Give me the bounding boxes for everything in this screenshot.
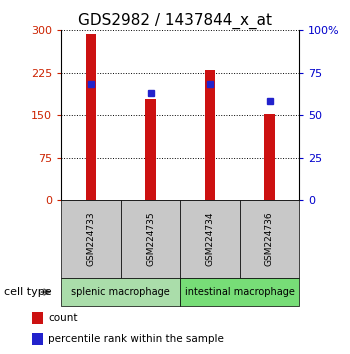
Text: intestinal macrophage: intestinal macrophage — [185, 287, 295, 297]
Text: GSM224736: GSM224736 — [265, 212, 274, 266]
Bar — [121, 200, 180, 278]
Bar — [264, 114, 275, 200]
Bar — [86, 34, 96, 200]
Text: splenic macrophage: splenic macrophage — [71, 287, 170, 297]
Bar — [32, 333, 43, 346]
Bar — [180, 278, 299, 306]
Text: GSM224734: GSM224734 — [205, 212, 215, 266]
Text: count: count — [48, 313, 78, 324]
Text: GDS2982 / 1437844_x_at: GDS2982 / 1437844_x_at — [78, 12, 272, 29]
Bar — [240, 200, 299, 278]
Bar — [180, 200, 240, 278]
Bar — [61, 200, 121, 278]
Text: GSM224735: GSM224735 — [146, 212, 155, 266]
Text: GSM224733: GSM224733 — [86, 212, 96, 266]
Text: cell type: cell type — [4, 287, 51, 297]
Bar — [61, 278, 180, 306]
Bar — [32, 313, 43, 324]
Text: percentile rank within the sample: percentile rank within the sample — [48, 335, 224, 344]
Bar — [145, 99, 156, 200]
Bar — [205, 70, 215, 200]
